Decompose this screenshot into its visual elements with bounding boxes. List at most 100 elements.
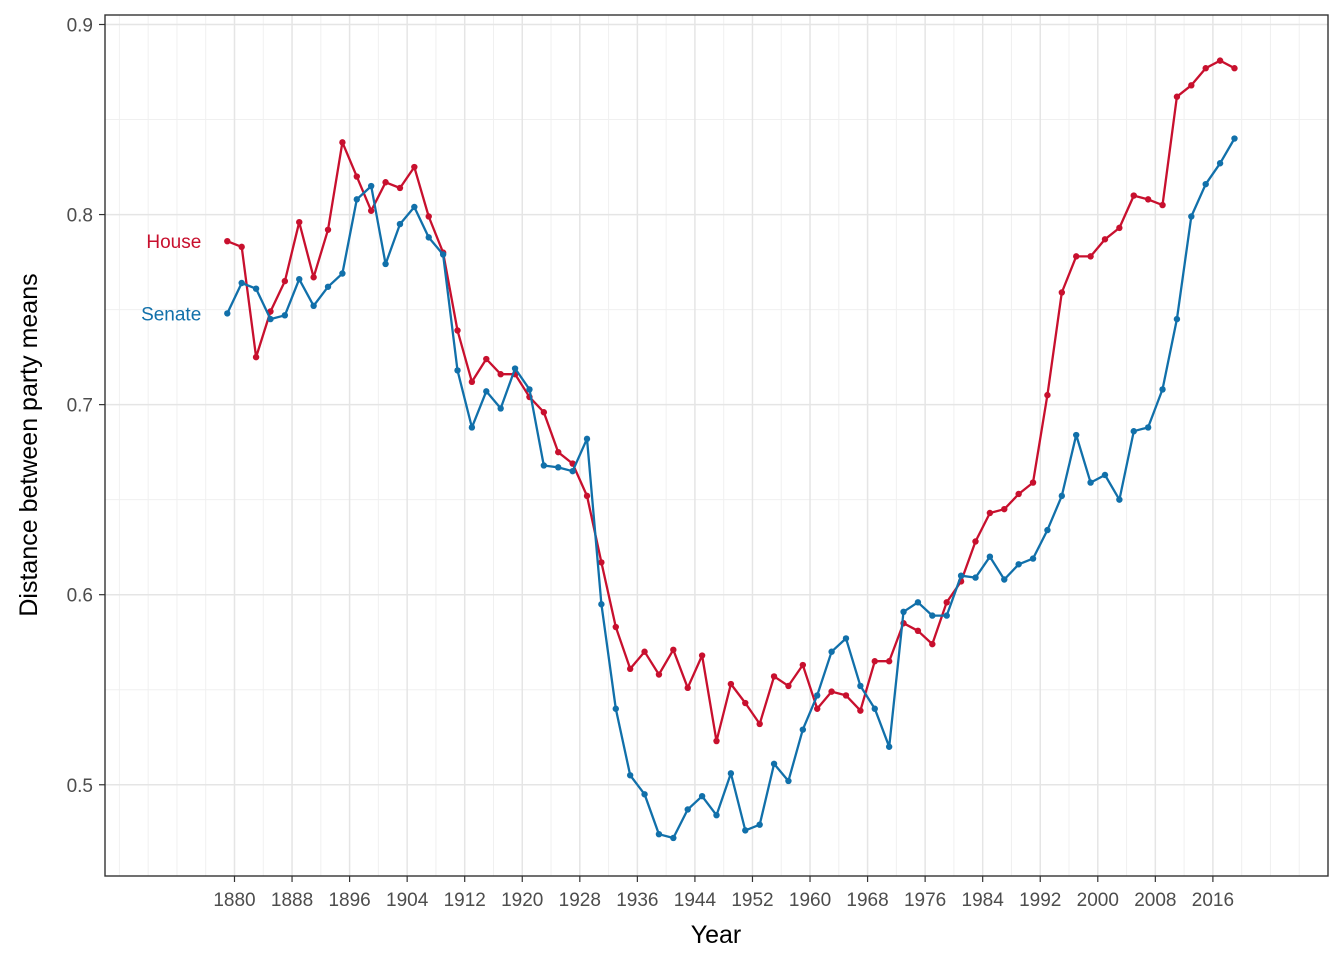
senate-data-point xyxy=(555,464,562,471)
senate-data-point xyxy=(655,830,663,838)
senate-data-point xyxy=(727,770,735,777)
house-data-point xyxy=(454,327,461,334)
house-data-point xyxy=(468,378,476,386)
senate-data-point xyxy=(914,599,922,606)
y-tick-label: 0.7 xyxy=(67,396,93,417)
house-data-point xyxy=(857,707,864,714)
x-tick-label: 1904 xyxy=(386,890,429,911)
house-data-point xyxy=(727,680,735,688)
y-tick-label: 0.8 xyxy=(67,206,93,227)
house-data-point xyxy=(814,705,821,712)
house-data-point xyxy=(929,640,936,648)
house-data-point xyxy=(1216,57,1224,64)
house-data-point xyxy=(828,688,835,695)
x-axis-title: Year xyxy=(691,921,742,949)
x-tick-label: 1952 xyxy=(731,890,773,911)
house-data-point xyxy=(396,184,404,192)
senate-data-point xyxy=(267,315,274,323)
house-data-point xyxy=(986,509,994,517)
senate-data-point xyxy=(1216,160,1224,167)
house-data-point xyxy=(770,673,778,680)
house-data-point xyxy=(324,226,332,233)
series-layer xyxy=(224,57,1238,842)
senate-data-point xyxy=(641,791,648,798)
house-data-point xyxy=(713,737,720,745)
x-tick-label: 2000 xyxy=(1077,890,1119,911)
senate-data-point xyxy=(756,821,763,828)
annotation-layer: House Senate xyxy=(141,232,201,325)
house-series-label: House xyxy=(146,232,201,253)
senate-data-point xyxy=(483,388,490,395)
house-data-point xyxy=(655,671,663,678)
y-axis-title: Distance between party means xyxy=(15,273,43,616)
house-data-point xyxy=(742,699,749,707)
senate-data-point xyxy=(612,705,619,712)
house-data-point xyxy=(339,139,346,146)
house-data-point xyxy=(1015,490,1022,498)
house-data-point xyxy=(353,173,360,180)
plot-background xyxy=(105,15,1328,876)
house-data-point xyxy=(626,665,634,673)
senate-data-point xyxy=(511,365,519,372)
grid-minor xyxy=(105,15,1328,876)
senate-data-point xyxy=(1130,428,1137,435)
house-data-point xyxy=(483,355,490,363)
house-data-point xyxy=(555,448,562,456)
house-data-point xyxy=(842,692,850,699)
senate-data-point xyxy=(1173,315,1181,323)
senate-data-point xyxy=(842,635,850,642)
senate-data-point xyxy=(425,234,432,241)
house-data-point xyxy=(310,274,317,281)
senate-data-point xyxy=(1001,576,1008,583)
senate-data-point xyxy=(281,312,289,319)
x-tick-label: 1936 xyxy=(616,890,658,911)
senate-data-point xyxy=(698,792,706,800)
senate-data-point xyxy=(857,682,864,690)
senate-data-point xyxy=(814,692,821,699)
x-tick-label: 1912 xyxy=(444,890,486,911)
senate-data-point xyxy=(583,435,591,443)
senate-data-point xyxy=(785,777,792,785)
house-data-point xyxy=(1044,391,1051,399)
house-data-point xyxy=(598,559,605,566)
house-data-point xyxy=(1029,479,1037,486)
senate-data-point xyxy=(353,196,360,203)
x-tick-label: 1976 xyxy=(904,890,946,911)
house-data-point xyxy=(914,627,922,635)
house-data-point xyxy=(497,371,504,378)
x-tick-label: 1888 xyxy=(271,890,313,911)
senate-data-point xyxy=(770,760,778,768)
senate-data-point xyxy=(569,467,576,475)
senate-data-point xyxy=(367,182,375,190)
house-data-point xyxy=(943,599,950,606)
house-data-point xyxy=(411,163,418,171)
house-data-point xyxy=(1188,82,1195,89)
senate-data-point xyxy=(1058,492,1066,500)
senate-data-point xyxy=(1159,386,1166,393)
house-data-point xyxy=(382,179,389,186)
senate-data-point xyxy=(1144,424,1152,431)
house-data-point xyxy=(799,661,807,669)
senate-data-point xyxy=(828,648,835,655)
senate-data-point xyxy=(972,574,979,581)
y-axis: 0.5 0.6 0.7 0.8 0.9 xyxy=(67,16,105,797)
house-data-point xyxy=(583,492,591,500)
senate-data-point xyxy=(439,251,447,258)
house-data-point xyxy=(1101,236,1109,243)
house-data-point xyxy=(252,353,260,361)
x-tick-label: 2008 xyxy=(1134,890,1176,911)
house-data-point xyxy=(785,682,792,690)
senate-data-point xyxy=(526,386,533,393)
house-data-point xyxy=(670,646,677,654)
house-data-point xyxy=(885,658,893,665)
senate-data-point xyxy=(900,608,907,616)
house-data-point xyxy=(238,243,245,251)
senate-data-point xyxy=(339,270,346,277)
house-data-point xyxy=(1087,253,1094,260)
house-data-point xyxy=(281,277,289,285)
x-tick-label: 1944 xyxy=(674,890,717,911)
senate-data-point xyxy=(684,806,691,813)
senate-data-point xyxy=(986,553,994,560)
x-tick-label: 1960 xyxy=(789,890,831,911)
